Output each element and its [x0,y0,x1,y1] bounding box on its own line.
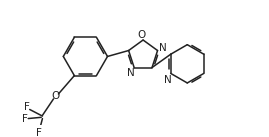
Text: F: F [24,102,30,112]
Text: F: F [22,114,28,124]
Text: N: N [164,75,172,85]
Text: F: F [36,128,42,137]
Text: O: O [138,30,146,40]
Text: N: N [127,68,134,78]
Text: O: O [52,92,60,102]
Text: N: N [159,43,167,53]
